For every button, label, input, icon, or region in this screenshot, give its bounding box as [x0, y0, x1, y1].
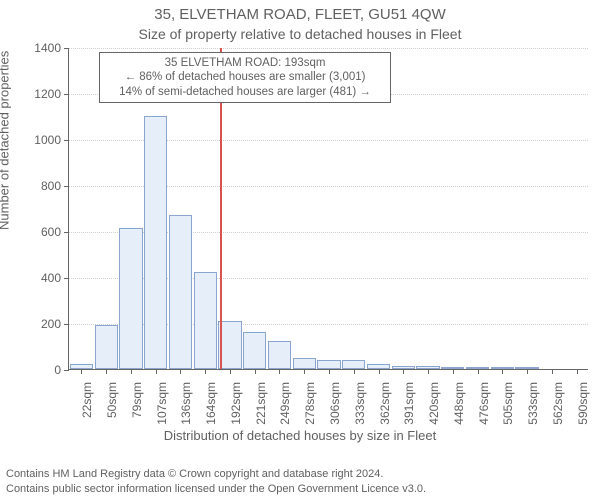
bar [119, 228, 142, 369]
xtick-label: 22sqm [80, 376, 94, 418]
xtick-label: 562sqm [551, 376, 565, 425]
xtick-mark [230, 369, 231, 374]
xtick-label: 278sqm [303, 376, 317, 425]
xtick-label: 391sqm [402, 376, 416, 425]
xtick-mark [502, 369, 503, 374]
bar [342, 360, 365, 369]
xtick-mark [106, 369, 107, 374]
chart-caption: Contains HM Land Registry data © Crown c… [6, 467, 594, 496]
ytick-label: 0 [54, 363, 69, 377]
xtick-label: 533sqm [526, 376, 540, 425]
chart-container: 35, ELVETHAM ROAD, FLEET, GU51 4QW Size … [0, 0, 600, 500]
xtick-label: 448sqm [452, 376, 466, 425]
ytick-label: 1400 [34, 41, 69, 55]
caption-line-1: Contains HM Land Registry data © Crown c… [6, 467, 594, 481]
xtick-mark [403, 369, 404, 374]
xtick-mark [527, 369, 528, 374]
xtick-mark [379, 369, 380, 374]
bar [95, 325, 118, 369]
xtick-label: 50sqm [105, 376, 119, 418]
annotation-line: 14% of semi-detached houses are larger (… [103, 85, 387, 99]
xtick-mark [428, 369, 429, 374]
xtick-mark [156, 369, 157, 374]
bar [169, 215, 192, 369]
ytick-label: 200 [41, 317, 69, 331]
x-axis-label: Distribution of detached houses by size … [0, 428, 600, 443]
xtick-label: 221sqm [254, 376, 268, 425]
xtick-mark [304, 369, 305, 374]
ytick-label: 1000 [34, 133, 69, 147]
xtick-label: 362sqm [378, 376, 392, 425]
ytick-label: 400 [41, 271, 69, 285]
grid-line [69, 48, 588, 49]
xtick-mark [180, 369, 181, 374]
xtick-label: 249sqm [278, 376, 292, 425]
xtick-label: 476sqm [477, 376, 491, 425]
chart-subtitle: Size of property relative to detached ho… [0, 26, 600, 42]
xtick-label: 164sqm [204, 376, 218, 425]
annotation-line: 35 ELVETHAM ROAD: 193sqm [103, 56, 387, 70]
bar [144, 116, 167, 369]
ytick-label: 800 [41, 179, 69, 193]
bar [268, 341, 291, 369]
annotation-line: ← 86% of detached houses are smaller (3,… [103, 70, 387, 84]
xtick-label: 505sqm [501, 376, 515, 425]
xtick-mark [478, 369, 479, 374]
xtick-mark [81, 369, 82, 374]
xtick-mark [279, 369, 280, 374]
xtick-label: 590sqm [576, 376, 590, 425]
plot-area: 020040060080010001200140022sqm50sqm79sqm… [68, 48, 588, 370]
xtick-mark [354, 369, 355, 374]
xtick-mark [131, 369, 132, 374]
bar [293, 358, 316, 370]
xtick-label: 420sqm [427, 376, 441, 425]
ytick-label: 600 [41, 225, 69, 239]
xtick-mark [329, 369, 330, 374]
xtick-label: 333sqm [353, 376, 367, 425]
bar [317, 360, 340, 369]
y-axis-label: Number of detached properties [0, 51, 12, 230]
chart-title: 35, ELVETHAM ROAD, FLEET, GU51 4QW [0, 6, 600, 23]
xtick-label: 136sqm [179, 376, 193, 425]
xtick-mark [453, 369, 454, 374]
xtick-label: 306sqm [328, 376, 342, 425]
xtick-label: 107sqm [155, 376, 169, 425]
xtick-mark [577, 369, 578, 374]
xtick-label: 79sqm [130, 376, 144, 418]
caption-line-2: Contains public sector information licen… [6, 482, 594, 496]
annotation-box: 35 ELVETHAM ROAD: 193sqm← 86% of detache… [99, 52, 391, 103]
bar [243, 332, 266, 369]
xtick-mark [205, 369, 206, 374]
bar [194, 272, 217, 369]
xtick-mark [552, 369, 553, 374]
ytick-label: 1200 [34, 87, 69, 101]
xtick-label: 192sqm [229, 376, 243, 425]
xtick-mark [255, 369, 256, 374]
